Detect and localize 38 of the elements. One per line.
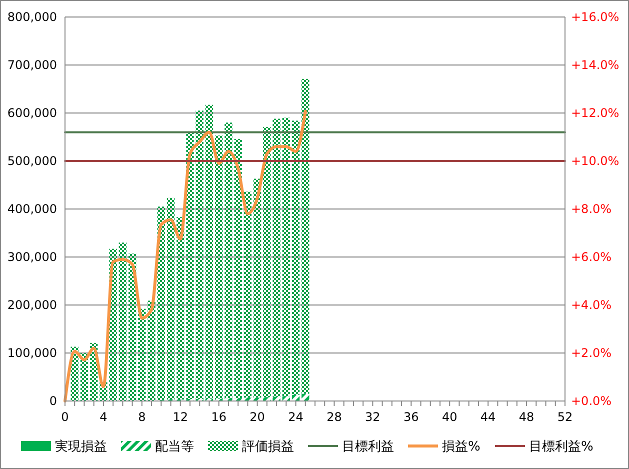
- y2-tick-label: +12.0%: [571, 106, 620, 120]
- legend-label: 目標利益: [342, 440, 394, 455]
- x-tick-label: 52: [557, 410, 573, 424]
- y2-tick-label: +10.0%: [571, 154, 620, 168]
- x-tick-label: 48: [518, 410, 534, 424]
- x-tick-label: 12: [172, 410, 188, 424]
- x-tick-label: 40: [442, 410, 458, 424]
- x-tick-label: 28: [326, 410, 342, 424]
- y2-tick-label: +14.0%: [571, 58, 620, 72]
- x-tick-label: 20: [250, 410, 265, 424]
- y-tick-label: 400,000: [7, 202, 57, 216]
- y2-tick-label: +6.0%: [571, 250, 612, 264]
- y2-tick-label: +8.0%: [571, 202, 612, 216]
- x-tick-label: 4: [100, 410, 108, 424]
- y-tick-label: 500,000: [7, 154, 57, 168]
- x-tick-label: 0: [61, 410, 69, 424]
- x-tick-label: 36: [404, 410, 419, 424]
- x-tick-label: 24: [288, 410, 304, 424]
- legend-label: 実現損益: [55, 438, 107, 455]
- x-tick-label: 8: [138, 410, 146, 424]
- y-tick-label: 100,000: [7, 346, 57, 360]
- y2-tick-label: +0.0%: [571, 394, 612, 408]
- y-tick-label: 0: [49, 394, 57, 408]
- y2-tick-label: +4.0%: [571, 298, 612, 312]
- y2-tick-label: +2.0%: [571, 346, 612, 360]
- x-tick-label: 44: [480, 410, 496, 424]
- legend-label: 損益%: [442, 440, 480, 455]
- legend-label: 評価損益: [242, 440, 294, 455]
- legend-label: 目標利益%: [529, 440, 594, 455]
- y2-tick-label: +16.0%: [571, 10, 620, 24]
- x-tick-label: 32: [365, 410, 380, 424]
- x-tick-label: 16: [211, 410, 226, 424]
- y-tick-label: 300,000: [7, 250, 57, 264]
- y-tick-label: 800,000: [7, 10, 57, 24]
- legend-label: 配当等: [155, 440, 194, 455]
- y-tick-label: 200,000: [7, 298, 57, 312]
- y-tick-label: 600,000: [7, 106, 57, 120]
- y-tick-label: 700,000: [7, 58, 57, 72]
